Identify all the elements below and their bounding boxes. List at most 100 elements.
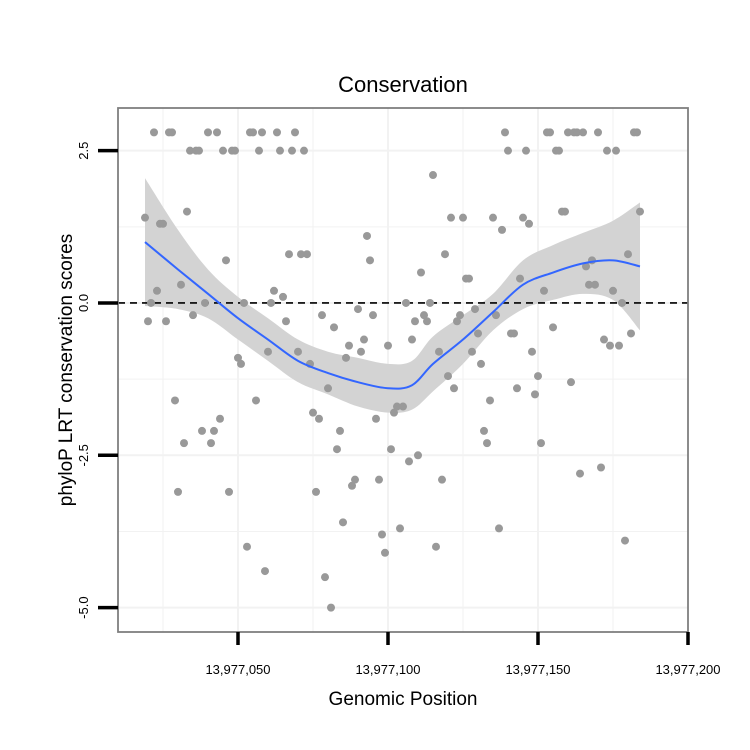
data-point: [603, 146, 611, 155]
data-point: [453, 317, 461, 326]
data-point: [477, 359, 485, 368]
data-point: [270, 286, 278, 295]
data-point: [414, 451, 422, 460]
x-axis: 13,977,050 13,977,100 13,977,150 13,977,200: [205, 632, 721, 677]
data-point: [576, 469, 584, 478]
data-point: [147, 298, 155, 307]
y-tick-label: 0.0: [76, 294, 91, 312]
data-point: [177, 280, 185, 289]
data-point: [327, 603, 335, 612]
data-point: [300, 146, 308, 155]
data-point: [426, 298, 434, 307]
data-point: [549, 323, 557, 332]
y-tick-label: 2.5: [76, 142, 91, 160]
data-point: [372, 414, 380, 423]
data-point: [276, 146, 284, 155]
data-point: [438, 475, 446, 484]
data-point: [345, 341, 353, 350]
data-point: [273, 128, 281, 137]
data-point: [261, 567, 269, 576]
data-point: [216, 414, 224, 423]
data-point: [498, 225, 506, 234]
data-point: [321, 573, 329, 582]
data-point: [255, 146, 263, 155]
data-point: [402, 298, 410, 307]
x-tick-label: 13,977,150: [505, 662, 570, 677]
data-point: [144, 317, 152, 326]
data-point: [513, 384, 521, 393]
data-point: [537, 439, 545, 448]
data-point: [585, 280, 593, 289]
data-point: [378, 530, 386, 539]
data-point: [546, 128, 554, 137]
data-point: [201, 298, 209, 307]
data-point: [420, 311, 428, 320]
data-point: [600, 335, 608, 344]
data-point: [408, 335, 416, 344]
data-point: [399, 402, 407, 411]
data-point: [195, 146, 203, 155]
data-point: [339, 518, 347, 527]
panel-border: [117, 107, 689, 633]
smooth-line: [144, 241, 641, 390]
data-point: [351, 475, 359, 484]
data-point: [336, 426, 344, 435]
data-point: [162, 317, 170, 326]
data-point: [480, 426, 488, 435]
data-point: [612, 146, 620, 155]
data-point: [510, 329, 518, 338]
data-point: [243, 542, 251, 551]
data-point: [489, 213, 497, 222]
data-point: [282, 317, 290, 326]
data-point: [150, 128, 158, 137]
data-point: [291, 128, 299, 137]
data-point: [159, 219, 167, 228]
x-tick-label: 13,977,100: [355, 662, 420, 677]
data-point: [219, 146, 227, 155]
x-tick-label: 13,977,200: [655, 662, 720, 677]
data-point: [312, 487, 320, 496]
y-tick-label: -2.5: [76, 444, 91, 466]
data-point: [534, 372, 542, 381]
data-point: [516, 274, 524, 283]
data-point: [360, 335, 368, 344]
data-point: [417, 268, 425, 277]
data-point: [183, 207, 191, 216]
data-point: [450, 384, 458, 393]
data-point: [423, 317, 431, 326]
data-point: [447, 213, 455, 222]
data-point: [444, 372, 452, 381]
data-point: [348, 481, 356, 490]
data-point: [465, 274, 473, 283]
data-points: [141, 128, 644, 612]
data-point: [501, 128, 509, 137]
plot-panel: [117, 107, 689, 633]
data-point: [288, 146, 296, 155]
x-axis-label: Genomic Position: [329, 689, 478, 710]
data-point: [267, 298, 275, 307]
chart-title: Conservation: [338, 72, 468, 97]
data-point: [249, 128, 257, 137]
data-point: [303, 250, 311, 259]
data-point: [606, 341, 614, 350]
data-point: [627, 329, 635, 338]
data-point: [567, 378, 575, 387]
data-point: [459, 213, 467, 222]
data-point: [234, 353, 242, 362]
data-point: [153, 286, 161, 295]
data-point: [393, 402, 401, 411]
data-point: [456, 311, 464, 320]
data-point: [240, 298, 248, 307]
data-point: [624, 250, 632, 259]
data-point: [279, 292, 287, 301]
data-point: [207, 439, 215, 448]
data-point: [309, 408, 317, 417]
data-point: [357, 347, 365, 356]
data-point: [225, 487, 233, 496]
y-tick-label: -5.0: [76, 596, 91, 618]
data-point: [582, 262, 590, 271]
data-point: [525, 219, 533, 228]
data-point: [531, 390, 539, 399]
data-point: [186, 146, 194, 155]
